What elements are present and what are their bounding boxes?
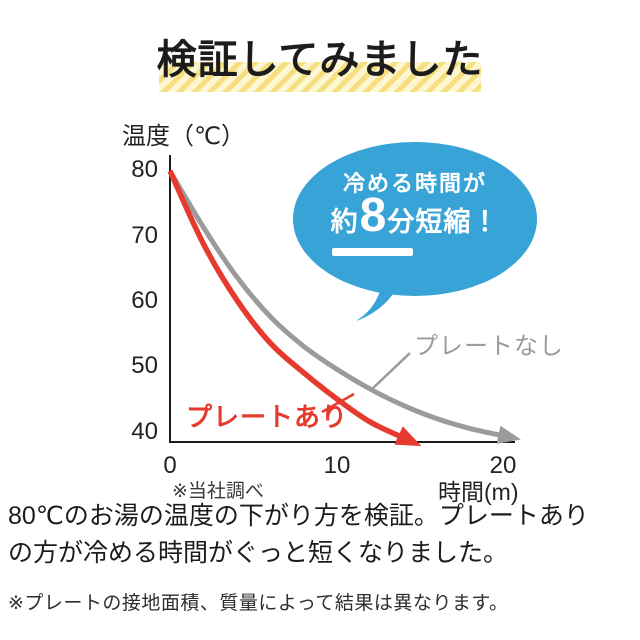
x-tick-10: 10 xyxy=(323,452,351,479)
curve-without-plate xyxy=(167,169,521,444)
callout-underline xyxy=(332,248,413,256)
callout-approx: 約 xyxy=(330,207,359,237)
callout-bubble: 冷める時間が 約 8 分短縮！ xyxy=(290,138,540,328)
callout-minutes-number: 8 xyxy=(359,189,387,242)
speech-bubble-shape xyxy=(293,142,537,321)
y-tick-70: 70 xyxy=(131,222,158,249)
curve-with-plate xyxy=(167,169,422,447)
y-tick-50: 50 xyxy=(131,352,158,379)
title-highlight-stripes xyxy=(159,62,481,92)
description-text: 80℃のお湯の温度の下がり方を検証。プレートあり の方が冷める時間がぐっと短くな… xyxy=(8,502,589,567)
x-axis-title: 時間(m) xyxy=(438,479,519,505)
callout-line2: 約 8 分短縮！ xyxy=(290,192,540,240)
footnote-text: ※プレートの接地面積、質量によって結果は異なります。 xyxy=(8,593,509,614)
title-block: 検証してみました xyxy=(0,36,640,92)
page-title: 検証してみました xyxy=(156,38,484,82)
series-label-without-plate: プレートなし xyxy=(414,333,564,360)
series-label-with-plate: プレートあり xyxy=(186,402,349,432)
y-tick-40: 40 xyxy=(131,418,158,445)
x-tick-0: 0 xyxy=(163,452,177,479)
leader-line-without-plate xyxy=(371,352,411,390)
callout-shortened: 分短縮！ xyxy=(387,207,500,237)
callout-line1: 冷める時間が xyxy=(342,171,487,196)
x-tick-20: 20 xyxy=(489,452,517,479)
y-tick-60: 60 xyxy=(131,287,158,314)
y-tick-80: 80 xyxy=(131,156,158,183)
leader-line-with-plate xyxy=(321,392,355,414)
y-axis-title: 温度（℃） xyxy=(122,123,245,150)
source-note: ※当社調べ xyxy=(172,481,264,502)
